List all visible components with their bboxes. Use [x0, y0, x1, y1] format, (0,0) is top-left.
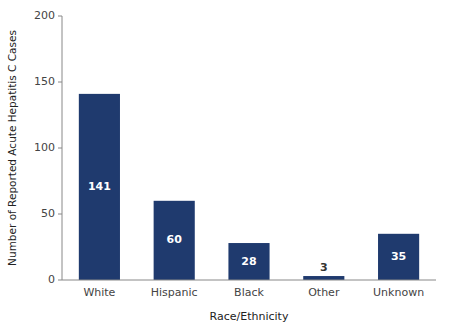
x-axis-label: Race/Ethnicity	[210, 310, 289, 323]
bar	[228, 243, 269, 280]
y-tick-label: 50	[41, 207, 55, 220]
y-tick	[58, 82, 62, 83]
y-tick	[58, 214, 62, 215]
y-axis-line	[62, 16, 63, 280]
y-tick	[58, 280, 62, 281]
y-tick	[58, 16, 62, 17]
data-label: 28	[241, 255, 256, 268]
data-label: 35	[391, 250, 406, 263]
bar	[303, 276, 344, 280]
data-label: 3	[320, 261, 328, 274]
y-tick-label: 0	[48, 273, 55, 286]
bar	[154, 201, 195, 280]
x-tick-label: Unknown	[373, 286, 424, 299]
y-tick	[58, 148, 62, 149]
x-tick-label: Other	[308, 286, 340, 299]
data-label: 141	[88, 180, 111, 193]
chart-svg: 0 50 100 150 200 141 60 28 3 35 White Hispanic Black…	[0, 0, 450, 330]
bars	[79, 94, 419, 280]
x-axis-line	[62, 280, 436, 281]
y-tick-label: 200	[34, 9, 55, 22]
bar	[79, 94, 120, 280]
y-tick-label: 150	[34, 75, 55, 88]
x-tick-label: Hispanic	[151, 286, 198, 299]
y-tick-label: 100	[34, 141, 55, 154]
data-label: 60	[167, 233, 183, 246]
x-tick-label: White	[83, 286, 115, 299]
chart-container: 0 50 100 150 200 141 60 28 3 35 White Hispanic Black…	[0, 0, 450, 330]
x-tick-label: Black	[234, 286, 264, 299]
bar	[378, 234, 419, 280]
y-axis-label: Number of Reported Acute Hepatitis C Cas…	[6, 30, 18, 266]
